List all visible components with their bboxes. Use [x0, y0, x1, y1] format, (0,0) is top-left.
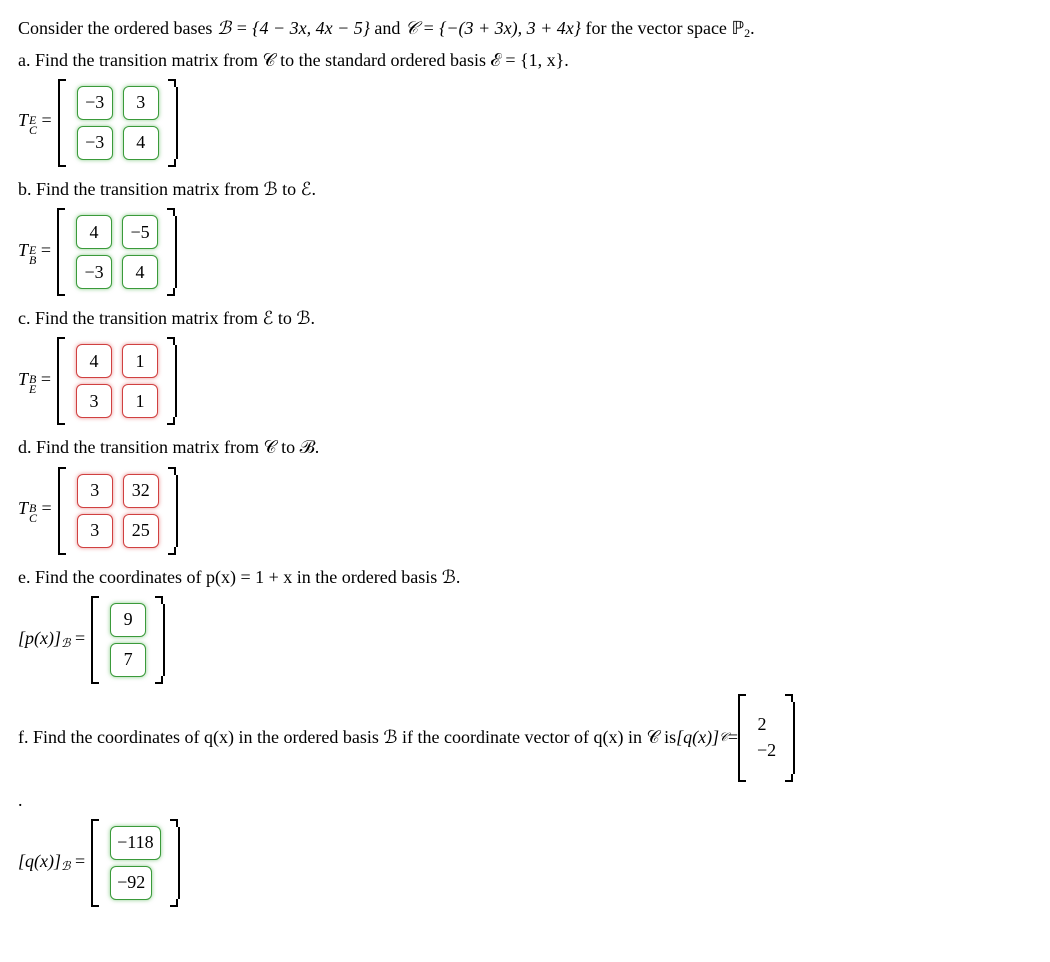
answer-cell[interactable]: 3	[76, 384, 112, 418]
part-e-equation: [p(x)]ℬ = 97	[18, 596, 1032, 684]
qc-lhs-sub: 𝒞	[719, 729, 728, 746]
part-e-vector: 97	[91, 596, 165, 684]
part-e-prompt: e. Find the coordinates of p(x) = 1 + x …	[18, 565, 1032, 590]
answer-cell[interactable]: 3	[123, 86, 159, 120]
T-sub: C	[29, 125, 37, 135]
qx-coord: [q(x)]	[18, 851, 61, 871]
T-sub: B	[29, 255, 36, 265]
qc-lhs: [q(x)]	[676, 725, 719, 750]
answer-cell[interactable]: −3	[77, 126, 113, 160]
part-b-prompt: b. Find the transition matrix from ℬ to …	[18, 177, 1032, 202]
part-d-equation: TBC = 3 32 3 25	[18, 467, 1032, 555]
part-f-vector: −118 −92	[91, 819, 179, 907]
equals: =	[75, 851, 85, 871]
T-symbol: T	[18, 369, 28, 389]
part-a-matrix: −3 3 −3 4	[58, 79, 178, 167]
px-coord-sub: ℬ	[61, 636, 70, 650]
T-symbol: T	[18, 110, 28, 130]
part-c-equation: TBE = 4131	[18, 337, 1032, 425]
part-c: c. Find the transition matrix from ℰ to …	[18, 306, 1032, 425]
qc-vector: 2−2	[738, 694, 795, 782]
answer-cell[interactable]: 1	[122, 344, 158, 378]
answer-cell[interactable]: 32	[123, 474, 159, 508]
T-sub: C	[29, 513, 37, 523]
T-symbol: T	[18, 498, 28, 518]
part-b-equation: TEB = 4 −5 −3 4	[18, 208, 1032, 296]
part-b-matrix: 4 −5 −3 4	[57, 208, 177, 296]
part-a: a. Find the transition matrix from 𝒞 to …	[18, 48, 1032, 167]
answer-cell[interactable]: 9	[110, 603, 146, 637]
intro-and: and	[374, 18, 405, 38]
answer-cell[interactable]: −118	[110, 826, 160, 860]
part-c-prompt: c. Find the transition matrix from ℰ to …	[18, 306, 1032, 331]
part-a-lhs: TEC =	[18, 110, 52, 135]
equals: =	[75, 628, 85, 648]
equals: =	[42, 110, 52, 130]
part-f-lhs: [q(x)]ℬ =	[18, 851, 85, 874]
T-sub: E	[29, 384, 36, 394]
answer-cell[interactable]: −3	[77, 86, 113, 120]
basis-B-def: ℬ = {4 − 3x, 4x − 5}	[217, 18, 370, 38]
part-c-lhs: TBE =	[18, 369, 51, 394]
intro-line: Consider the ordered bases ℬ = {4 − 3x, …	[18, 16, 1032, 42]
answer-cell[interactable]: −5	[122, 215, 158, 249]
intro-for-vs: for the vector space	[586, 18, 732, 38]
answer-cell[interactable]: −92	[110, 866, 152, 900]
part-a-equation: TEC = −3 3 −3 4	[18, 79, 1032, 167]
intro-period: .	[750, 18, 755, 38]
part-b: b. Find the transition matrix from ℬ to …	[18, 177, 1032, 296]
answer-cell[interactable]: −3	[76, 255, 112, 289]
answer-cell[interactable]: 25	[123, 514, 159, 548]
P2-symbol: ℙ	[731, 18, 744, 38]
T-symbol: T	[18, 240, 28, 260]
answer-cell[interactable]: 1	[122, 384, 158, 418]
answer-cell[interactable]: 7	[110, 643, 146, 677]
part-d-prompt: d. Find the transition matrix from 𝒞 to …	[18, 435, 1032, 460]
part-d-matrix: 3 32 3 25	[58, 467, 178, 555]
intro-pre: Consider the ordered bases	[18, 18, 217, 38]
part-f-prompt-pre: f. Find the coordinates of q(x) in the o…	[18, 725, 676, 750]
part-f-equation: [q(x)]ℬ = −118 −92	[18, 819, 1032, 907]
part-f-period: .	[18, 790, 1032, 811]
part-f: f. Find the coordinates of q(x) in the o…	[18, 694, 1032, 907]
equals: =	[41, 369, 51, 389]
answer-cell[interactable]: 4	[123, 126, 159, 160]
equals: =	[42, 498, 52, 518]
part-d-lhs: TBC =	[18, 498, 52, 523]
part-d: d. Find the transition matrix from 𝒞 to …	[18, 435, 1032, 554]
part-c-matrix: 4131	[57, 337, 177, 425]
part-e-lhs: [p(x)]ℬ =	[18, 628, 85, 651]
basis-C-def: 𝒞 = {−(3 + 3x), 3 + 4x}	[405, 18, 581, 38]
matrix-cell: −2	[751, 739, 782, 763]
px-coord: [p(x)]	[18, 628, 61, 648]
matrix-cell: 2	[751, 713, 773, 737]
answer-cell[interactable]: 3	[77, 514, 113, 548]
qx-coord-sub: ℬ	[61, 859, 70, 873]
answer-cell[interactable]: 4	[76, 215, 112, 249]
answer-cell[interactable]: 4	[76, 344, 112, 378]
part-b-lhs: TEB =	[18, 240, 51, 265]
equals: =	[41, 240, 51, 260]
answer-cell[interactable]: 4	[122, 255, 158, 289]
answer-cell[interactable]: 3	[77, 474, 113, 508]
part-e: e. Find the coordinates of p(x) = 1 + x …	[18, 565, 1032, 684]
equals: =	[728, 725, 738, 750]
part-f-prompt: f. Find the coordinates of q(x) in the o…	[18, 694, 1032, 782]
part-a-prompt: a. Find the transition matrix from 𝒞 to …	[18, 48, 1032, 73]
